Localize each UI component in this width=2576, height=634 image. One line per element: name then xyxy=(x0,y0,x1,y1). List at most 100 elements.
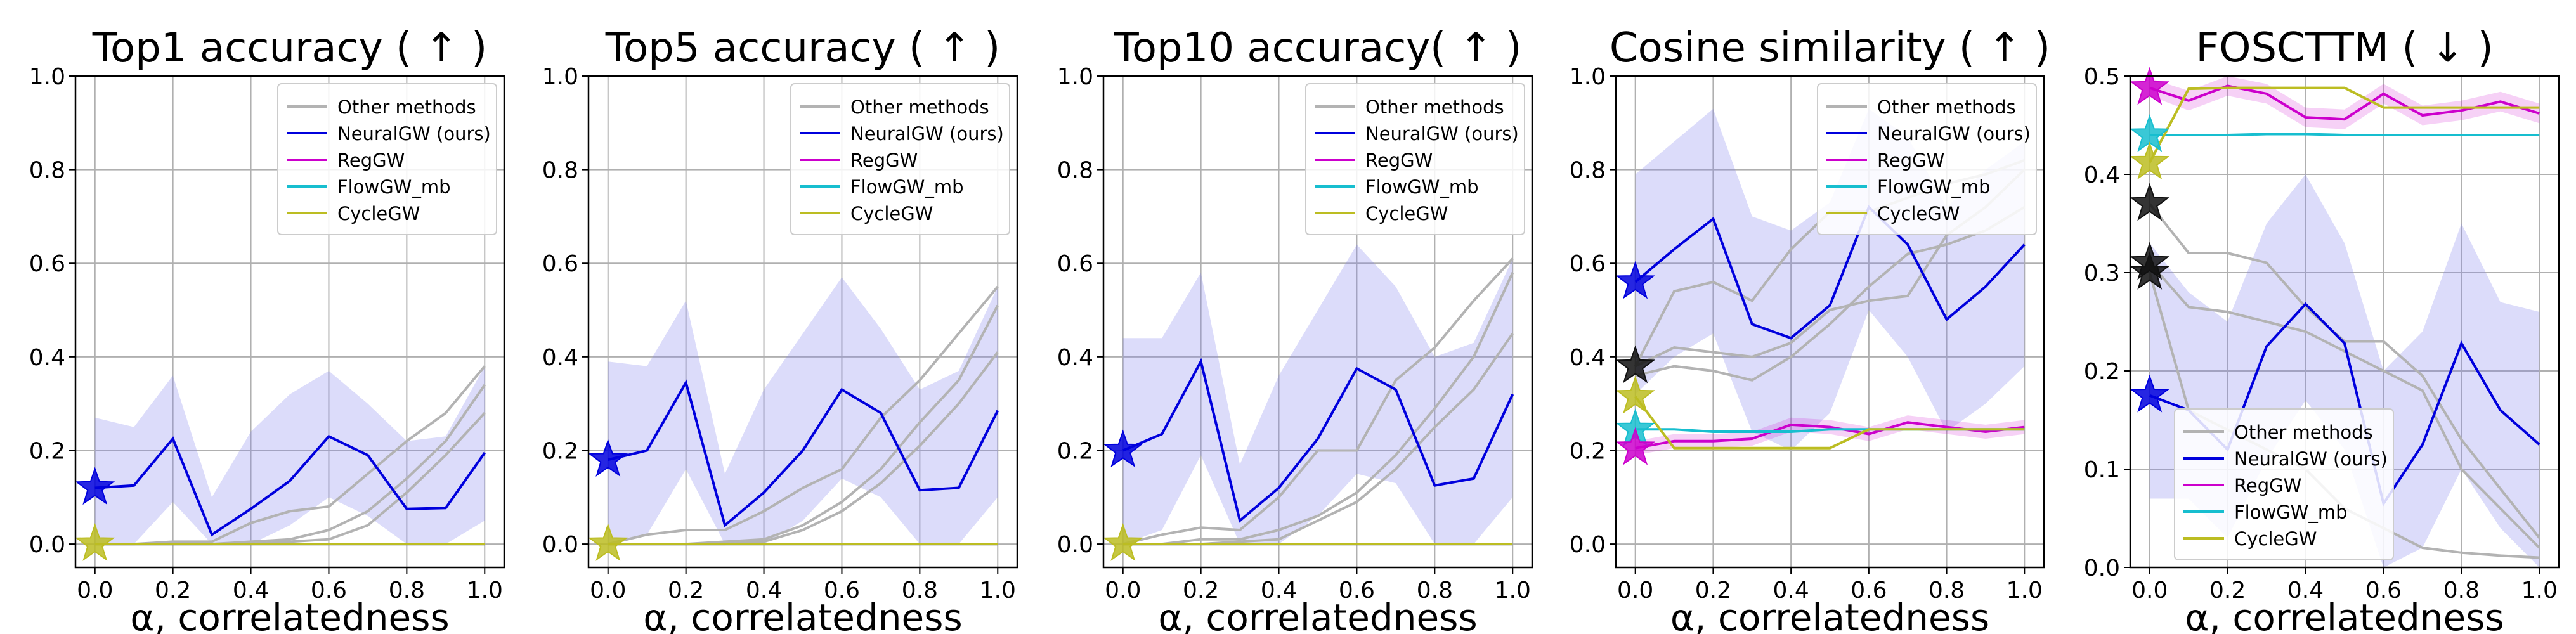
legend-label: Other methods xyxy=(850,96,989,118)
y-tick-label: 0.6 xyxy=(29,251,65,277)
axes-frame xyxy=(587,75,1018,569)
x-tick-label: 0.6 xyxy=(2365,578,2402,604)
x-tick-label: 0.8 xyxy=(389,578,425,604)
confidence-band xyxy=(608,277,998,545)
y-tick-label: 0.5 xyxy=(2084,64,2120,90)
legend-label: Other methods xyxy=(1877,96,2016,118)
legend-label: FlowGW_mb xyxy=(1877,176,1991,198)
star-marker xyxy=(1615,261,1656,299)
y-tick-label: 0.4 xyxy=(2084,162,2120,188)
x-tick-label: 0.0 xyxy=(77,578,113,604)
x-tick-label: 0.2 xyxy=(1183,578,1219,604)
star-marker xyxy=(2130,251,2170,290)
x-tick-label: 0.4 xyxy=(746,578,782,604)
y-tick-label: 1.0 xyxy=(1057,64,1093,90)
series-line-neuralgw-ours xyxy=(94,434,486,537)
x-tick-label: 1.0 xyxy=(2007,578,2043,604)
legend-label: Other methods xyxy=(337,96,476,118)
axes-frame xyxy=(74,75,505,569)
legend-label: RegGW xyxy=(1877,150,1944,171)
legend: Other methods NeuralGW (ours) RegGW FlowGW_… xyxy=(2174,408,2394,560)
x-tick-label: 1.0 xyxy=(467,578,503,604)
legend: Other methods NeuralGW (ours) RegGW FlowGW_… xyxy=(1305,83,1525,235)
star-marker xyxy=(1103,523,1143,561)
legend-label: NeuralGW (ours) xyxy=(1877,123,2031,145)
legend-label: NeuralGW (ours) xyxy=(337,123,491,145)
y-tick-label: 0.4 xyxy=(1570,345,1606,371)
y-tick-label: 0.4 xyxy=(542,345,578,371)
chart-panel-5: FOSCTTM ( ↓ ) 0.0 0.2 0.4 0.6 0.8 1.0 0.0 0.1 0.2… xyxy=(2084,25,2560,634)
x-axis-label: α, correlatedness xyxy=(1158,596,1477,634)
legend-label: NeuralGW (ours) xyxy=(1365,123,1519,145)
legend-label: FlowGW_mb xyxy=(337,176,451,198)
star-marker xyxy=(2130,183,2170,221)
x-tick-label: 0.0 xyxy=(590,578,626,604)
y-tick-label: 0.4 xyxy=(29,345,65,371)
x-tick-label: 0.4 xyxy=(1773,578,1809,604)
series-line-other-methods xyxy=(1122,257,1514,546)
series-line-cyclegw xyxy=(1634,396,2025,450)
legend-box xyxy=(790,83,1010,235)
series-line-other-methods xyxy=(2149,262,2540,549)
legend-box xyxy=(1817,83,2037,235)
legend: Other methods NeuralGW (ours) RegGW FlowGW_… xyxy=(790,83,1010,235)
legend-label: RegGW xyxy=(850,150,918,171)
y-tick-label: 0.0 xyxy=(29,532,65,558)
confidence-band xyxy=(94,366,485,545)
legend-label: NeuralGW (ours) xyxy=(850,123,1004,145)
chart-panel-1: Top1 accuracy ( ↑ ) 0.0 0.2 0.4 0.6 0.8 1.0 0.0… xyxy=(29,25,505,634)
x-tick-label: 0.6 xyxy=(824,578,860,604)
legend-label: CycleGW xyxy=(850,203,933,224)
x-axis-label: α, correlatedness xyxy=(130,596,449,634)
chart-title: Top1 accuracy ( ↑ ) xyxy=(92,25,487,72)
x-tick-label: 1.0 xyxy=(2521,578,2558,604)
star-marker xyxy=(75,467,115,505)
legend-label: RegGW xyxy=(2234,475,2301,496)
confidence-band xyxy=(2149,76,2540,129)
plot-area xyxy=(608,277,999,546)
legend-label: Other methods xyxy=(1365,96,1504,118)
x-axis-label: α, correlatedness xyxy=(2185,596,2504,634)
y-tick-label: 0.8 xyxy=(1570,158,1606,184)
x-tick-label: 0.6 xyxy=(1339,578,1375,604)
y-tick-label: 0.6 xyxy=(1057,251,1093,277)
series-line-other-methods xyxy=(2149,203,2540,539)
x-tick-label: 0.4 xyxy=(1261,578,1297,604)
legend: Other methods NeuralGW (ours) RegGW FlowGW_… xyxy=(1817,83,2037,235)
y-tick-label: 0.0 xyxy=(542,532,578,558)
x-axis-label: α, correlatedness xyxy=(1670,596,1989,634)
x-tick-label: 0.0 xyxy=(1617,578,1653,604)
star-marker xyxy=(75,523,115,561)
y-tick-label: 0.2 xyxy=(2084,359,2120,385)
y-tick-label: 0.4 xyxy=(1057,345,1093,371)
x-tick-label: 0.4 xyxy=(233,578,269,604)
x-tick-label: 0.2 xyxy=(1695,578,1731,604)
y-tick-label: 0.3 xyxy=(2084,261,2120,287)
chart-title: Top10 accuracy( ↑ ) xyxy=(1114,25,1522,72)
y-tick-label: 0.2 xyxy=(1570,438,1606,464)
y-tick-label: 0.2 xyxy=(1057,438,1093,464)
legend-label: RegGW xyxy=(1365,150,1433,171)
series-line-neuralgw-ours xyxy=(1634,205,2026,340)
x-tick-label: 0.4 xyxy=(2287,578,2324,604)
chart-title: Cosine similarity ( ↑ ) xyxy=(1610,25,2050,72)
x-tick-label: 0.8 xyxy=(2443,578,2480,604)
x-tick-label: 0.0 xyxy=(2131,578,2168,604)
legend-label: CycleGW xyxy=(337,203,420,224)
x-tick-label: 0.8 xyxy=(1417,578,1453,604)
y-tick-label: 0.0 xyxy=(1570,532,1606,558)
y-tick-label: 0.0 xyxy=(1057,532,1093,558)
chart-panel-2: Top5 accuracy ( ↑ ) 0.0 0.2 0.4 0.6 0.8 1.0 0.0… xyxy=(542,25,1018,634)
x-tick-label: 0.2 xyxy=(155,578,191,604)
y-tick-label: 1.0 xyxy=(29,64,65,90)
axes-frame xyxy=(1615,75,2045,569)
series-line-flowgw-mb xyxy=(2149,133,2540,136)
x-axis-label: α, correlatedness xyxy=(643,596,962,634)
y-tick-label: 0.0 xyxy=(2084,555,2120,581)
y-tick-label: 1.0 xyxy=(542,64,578,90)
legend: Other methods NeuralGW (ours) RegGW FlowGW_… xyxy=(277,83,497,235)
chart-title: Top5 accuracy ( ↑ ) xyxy=(605,25,1000,72)
y-tick-label: 1.0 xyxy=(1570,64,1606,90)
legend-label: CycleGW xyxy=(2234,528,2317,550)
